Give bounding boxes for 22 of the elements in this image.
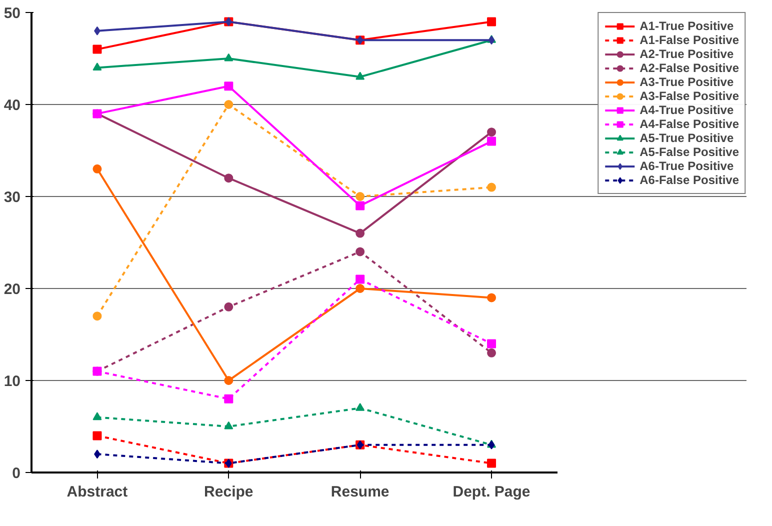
y-tick-label: 10: [4, 373, 21, 390]
y-tick-label: 0: [12, 465, 20, 482]
legend-label: A4-False Positive: [640, 117, 739, 131]
legend-label: A1-False Positive: [640, 33, 739, 47]
legend-label: A4-True Positive: [640, 103, 734, 117]
x-tick-label: Resume: [330, 484, 390, 500]
x-tick-label: Abstract: [66, 484, 128, 500]
legend-label: A1-True Positive: [640, 19, 734, 33]
legend-label: A3-True Positive: [640, 75, 734, 89]
legend-label: A6-False Positive: [640, 173, 739, 187]
y-tick-label: 40: [4, 97, 21, 114]
legend-label: A5-True Positive: [640, 131, 734, 145]
y-tick-label: 20: [4, 281, 21, 298]
y-tick-label: 50: [4, 5, 21, 22]
x-tick-label: Dept. Page: [452, 484, 530, 500]
legend-label: A5-False Positive: [640, 145, 739, 159]
legend-label: A6-True Positive: [640, 159, 734, 173]
y-tick-label: 30: [4, 189, 21, 206]
x-tick-label: Recipe: [204, 484, 254, 500]
legend-label: A3-False Positive: [640, 89, 739, 103]
legend-label: A2-False Positive: [640, 61, 739, 75]
legend-label: A2-True Positive: [640, 47, 734, 61]
